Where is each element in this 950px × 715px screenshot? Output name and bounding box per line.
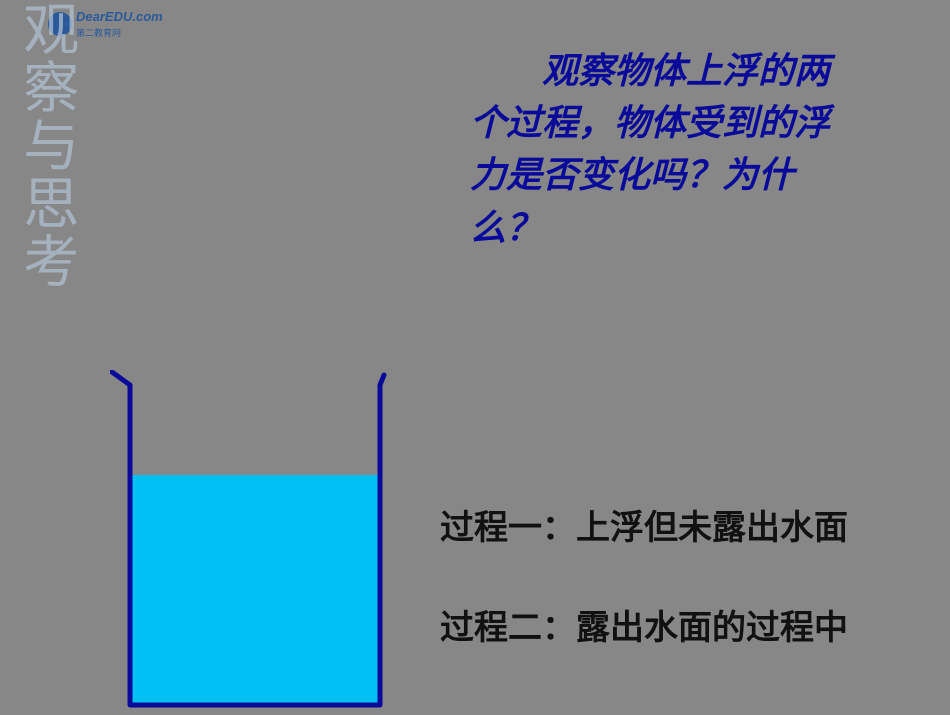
beaker-svg bbox=[110, 370, 390, 710]
beaker-diagram bbox=[110, 370, 390, 715]
process-one-label: 过程一：上浮但未露出水面 bbox=[440, 500, 848, 549]
logo-text: DearEDU.com 第二教育网 bbox=[76, 8, 163, 39]
logo-sub: 第二教育网 bbox=[76, 26, 163, 39]
side-title: 观察与思考 bbox=[16, 0, 75, 290]
process-two-label: 过程二：露出水面的过程中 bbox=[440, 600, 848, 649]
logo-brand: DearEDU.com bbox=[76, 9, 163, 24]
question-text: 观察物体上浮的两个过程，物体受到的浮力是否变化吗？为什么？ bbox=[470, 45, 830, 254]
